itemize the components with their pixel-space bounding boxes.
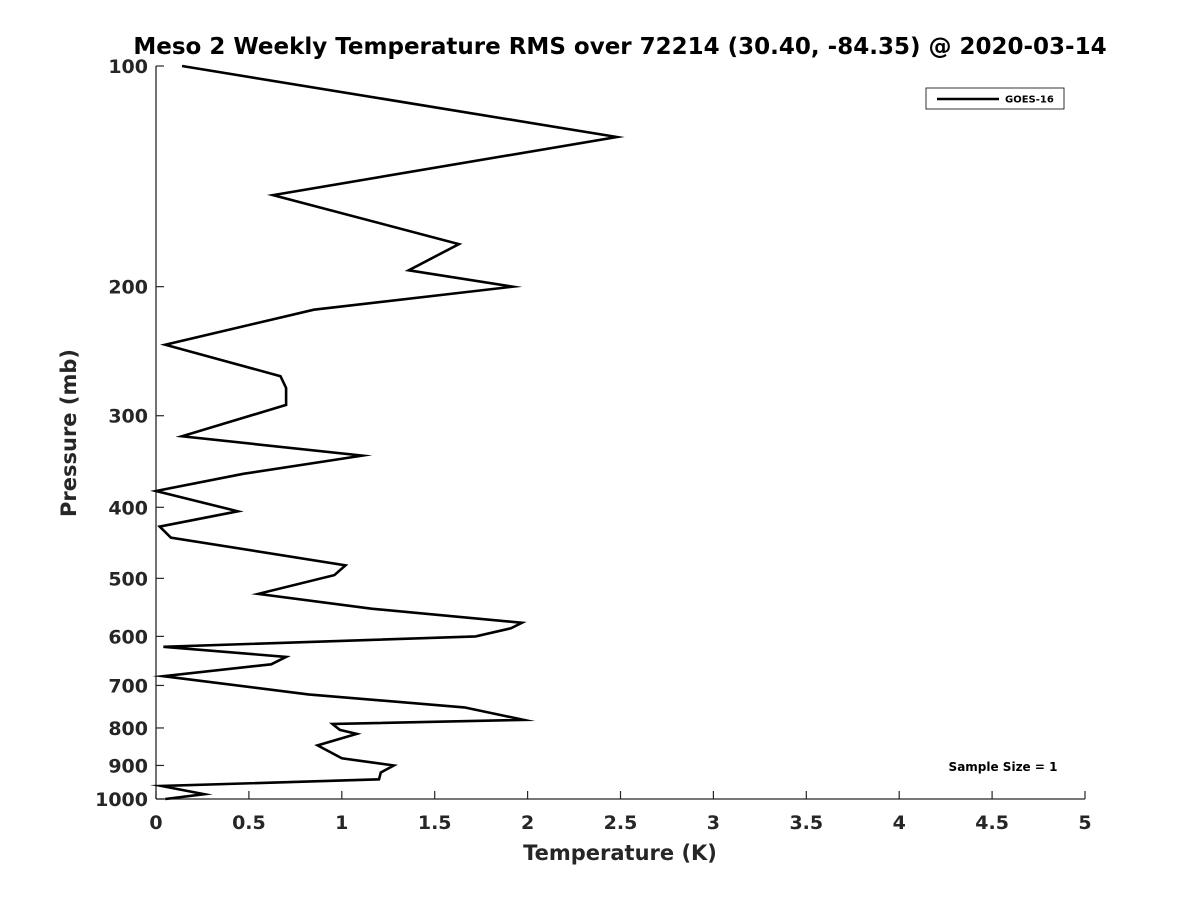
series-line-goes-16 bbox=[149, 64, 625, 801]
y-tick-label: 500 bbox=[108, 568, 148, 590]
x-tick-label: 3.5 bbox=[789, 812, 823, 834]
legend-label-goes-16: GOES-16 bbox=[1005, 95, 1054, 106]
x-tick-label: 0 bbox=[149, 812, 162, 834]
y-tick-label: 700 bbox=[108, 675, 148, 697]
x-tick-label: 5 bbox=[1078, 812, 1091, 834]
y-tick-label: 600 bbox=[108, 626, 148, 648]
y-tick-label: 400 bbox=[108, 497, 148, 519]
axes bbox=[155, 66, 1085, 800]
x-axis-title: Temperature (K) bbox=[523, 841, 717, 865]
legend: GOES-16 bbox=[925, 87, 1065, 110]
chart-title: Meso 2 Weekly Temperature RMS over 72214… bbox=[133, 34, 1106, 60]
x-tick-label: 1 bbox=[335, 812, 348, 834]
y-tick-label: 200 bbox=[108, 277, 148, 299]
y-tick-label: 1000 bbox=[95, 789, 148, 811]
x-tick-label: 1.5 bbox=[418, 812, 452, 834]
x-tick-label: 2.5 bbox=[604, 812, 638, 834]
y-tick-label: 800 bbox=[108, 718, 148, 740]
sample-size-annotation: Sample Size = 1 bbox=[949, 760, 1058, 774]
x-tick-label: 4 bbox=[893, 812, 906, 834]
x-tick-label: 3 bbox=[707, 812, 720, 834]
x-tick-label: 4.5 bbox=[975, 812, 1009, 834]
y-ticks: 100 200 300 400 500 600 700 800 900 1000 bbox=[95, 56, 164, 811]
y-tick-label: 100 bbox=[108, 56, 148, 78]
y-tick-label: 900 bbox=[108, 755, 148, 777]
x-tick-label: 0.5 bbox=[232, 812, 266, 834]
y-axis-title: Pressure (mb) bbox=[57, 349, 81, 517]
y-tick-label: 300 bbox=[108, 406, 148, 428]
x-ticks: 0 0.5 1 1.5 2 2.5 3 3.5 4 4.5 5 bbox=[149, 791, 1092, 834]
series-group bbox=[149, 64, 625, 801]
x-tick-label: 2 bbox=[521, 812, 534, 834]
